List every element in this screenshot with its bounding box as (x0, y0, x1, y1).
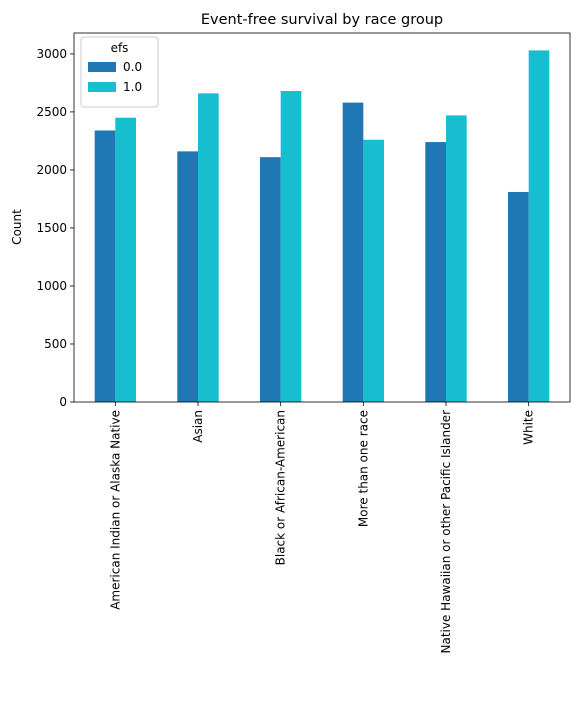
y-tick-label: 1000 (36, 279, 67, 293)
bar-series-0-cat-3 (342, 102, 364, 403)
legend-label: 0.0 (123, 60, 142, 74)
bar-series-0-cat-4 (425, 142, 446, 402)
legend-label: 1.0 (123, 80, 142, 94)
legend: efs 0.0 1.0 (80, 36, 159, 108)
y-tick-label: 0 (59, 395, 67, 409)
x-tick-label: American Indian or Alaska Native (108, 410, 122, 610)
y-tick-label: 2500 (36, 105, 67, 119)
x-tick-label: Black or African-American (274, 410, 288, 565)
y-axis-label: Count (10, 209, 24, 245)
legend-swatch (88, 62, 116, 72)
bar-series-0-cat-5 (508, 191, 529, 402)
y-tick-label: 500 (44, 337, 67, 351)
bar-series-1-cat-5 (528, 50, 550, 402)
bar-series-1-cat-1 (198, 93, 219, 402)
bar-series-0-cat-1 (177, 151, 198, 402)
bar-series-0-cat-2 (260, 157, 281, 402)
y-tick-label: 2000 (36, 163, 67, 177)
x-tick-label: More than one race (356, 410, 370, 527)
bar-series-1-cat-0 (115, 117, 136, 403)
legend-swatch (88, 82, 116, 92)
x-tick-label: White (522, 410, 536, 445)
y-tick-label: 1500 (36, 221, 67, 235)
x-tick-label: Native Hawaiian or other Pacific Islande… (439, 410, 453, 654)
axes-frame (73, 32, 571, 403)
bar-series-1-cat-3 (363, 139, 384, 402)
x-tick-label: Asian (191, 410, 205, 443)
plot-area: 0 500 1000 1500 2000 2500 3000 American Indian … (36, 32, 571, 654)
legend-title: efs (111, 41, 129, 55)
y-tick-label: 3000 (36, 47, 67, 61)
bar-series-0-cat-0 (94, 130, 116, 402)
bar-series-1-cat-2 (280, 91, 302, 403)
chart-title: Event-free survival by race group (201, 12, 443, 28)
bar-series-1-cat-4 (446, 115, 467, 402)
